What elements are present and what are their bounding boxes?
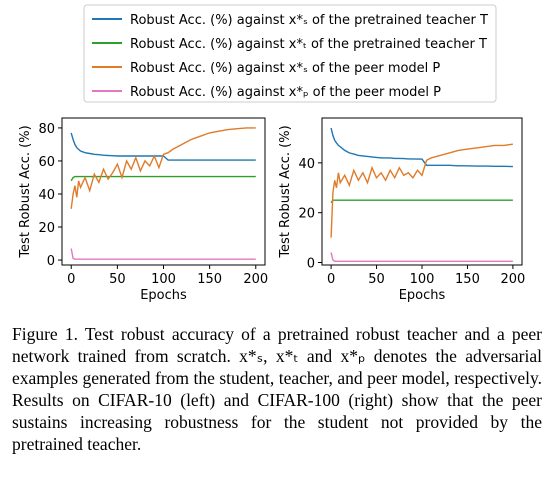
y-tick-label: 0 xyxy=(47,254,55,269)
y-tick-label: 40 xyxy=(298,157,315,172)
y-axis-label: Test Robust Acc. (%) xyxy=(18,125,33,258)
y-tick-label: 40 xyxy=(38,188,55,203)
plot-frame xyxy=(321,117,523,266)
y-tick-label: 0 xyxy=(307,257,315,272)
series-line xyxy=(70,248,256,260)
y-tick-label: 20 xyxy=(38,221,55,236)
legend-label: Robust Acc. (%) against x*ₛ of the pretr… xyxy=(130,13,488,28)
plot-frame xyxy=(61,117,266,266)
legend-label: Robust Acc. (%) against x*ₚ of the peer … xyxy=(130,85,441,100)
legend-box xyxy=(83,4,497,103)
series-line xyxy=(330,143,513,238)
x-axis-label: Epochs xyxy=(399,288,446,303)
y-tick-label: 20 xyxy=(298,207,315,222)
series-line xyxy=(70,175,256,182)
x-tick-label: 150 xyxy=(197,272,222,287)
y-tick-label: 80 xyxy=(38,122,55,137)
x-tick-label: 0 xyxy=(327,272,335,287)
series-line xyxy=(330,199,513,204)
x-tick-label: 0 xyxy=(67,272,75,287)
y-tick-label: 60 xyxy=(38,155,55,170)
x-tick-label: 50 xyxy=(109,272,126,287)
legend-label: Robust Acc. (%) against x*ₜ of the pretr… xyxy=(130,37,487,52)
legend-label: Robust Acc. (%) against x*ₛ of the peer … xyxy=(130,61,440,76)
x-tick-label: 200 xyxy=(500,272,525,287)
x-tick-label: 100 xyxy=(151,272,176,287)
x-tick-label: 200 xyxy=(243,272,268,287)
x-axis-label: Epochs xyxy=(140,288,187,303)
series-line xyxy=(330,252,513,262)
x-tick-label: 50 xyxy=(368,272,385,287)
y-axis-label: Test Robust Acc. (%) xyxy=(278,125,293,258)
series-line xyxy=(330,127,513,168)
figure: Robust Acc. (%) against x*ₛ of the pretr… xyxy=(18,4,525,303)
series-line xyxy=(70,127,256,209)
x-tick-label: 100 xyxy=(410,272,435,287)
caption: Figure 1. Test robust accuracy of a pret… xyxy=(12,324,542,454)
x-tick-label: 150 xyxy=(455,272,480,287)
